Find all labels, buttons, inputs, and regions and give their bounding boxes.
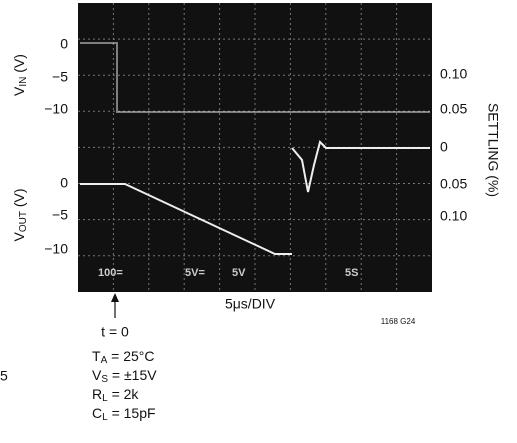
vin-label: VIN (V) [11,54,29,96]
condition-sub: L [102,393,108,404]
settling-tick: 0 [440,139,448,155]
vin-tick: −5 [52,69,68,85]
settling-tick: 0.10 [440,208,467,224]
stray-text: 5 [0,368,8,384]
scope-readout: 100= [98,267,123,279]
vout-trace [80,183,292,255]
vout-label: VOUT (V) [11,188,29,241]
settling-tick: 0.05 [440,176,467,192]
condition-main: R [92,386,102,402]
vout-tick: −10 [44,241,68,257]
condition-main: T [92,348,101,364]
condition-sub: S [101,374,108,385]
settling-label: SETTLING (%) [485,103,501,197]
scope-readout: 5V [232,267,246,279]
vin-tick: 0 [60,36,68,52]
condition-main: V [92,367,102,383]
condition-sub: L [102,412,108,423]
condition-rest: = 25°C [107,348,154,364]
vout-tick: −5 [52,207,68,223]
settling-tick: 0.05 [440,101,467,117]
figure-id: 1168 G24 [381,317,416,326]
condition: VS = ±15V [92,367,157,385]
arrow-head [111,293,119,302]
condition: CL = 15pF [92,405,156,423]
condition-rest: = ±15V [108,367,157,383]
condition: TA = 25°C [92,348,154,366]
settling-tick: 0.10 [440,66,467,82]
vin-trace [80,42,430,113]
condition-sub: A [101,355,108,366]
condition-main: C [92,405,102,421]
condition-rest: = 15pF [108,405,156,421]
x-label: 5μs/DIV [225,296,276,312]
vout-tick: 0 [60,175,68,191]
condition: RL = 2k [92,386,139,404]
condition-rest: = 2k [108,386,140,402]
marker-label: t = 0 [101,324,129,340]
settling-trace [291,140,430,193]
scope-readout: 5V= [185,267,205,279]
scope-readout: 5S [345,267,358,279]
vin-tick: −10 [44,101,68,117]
